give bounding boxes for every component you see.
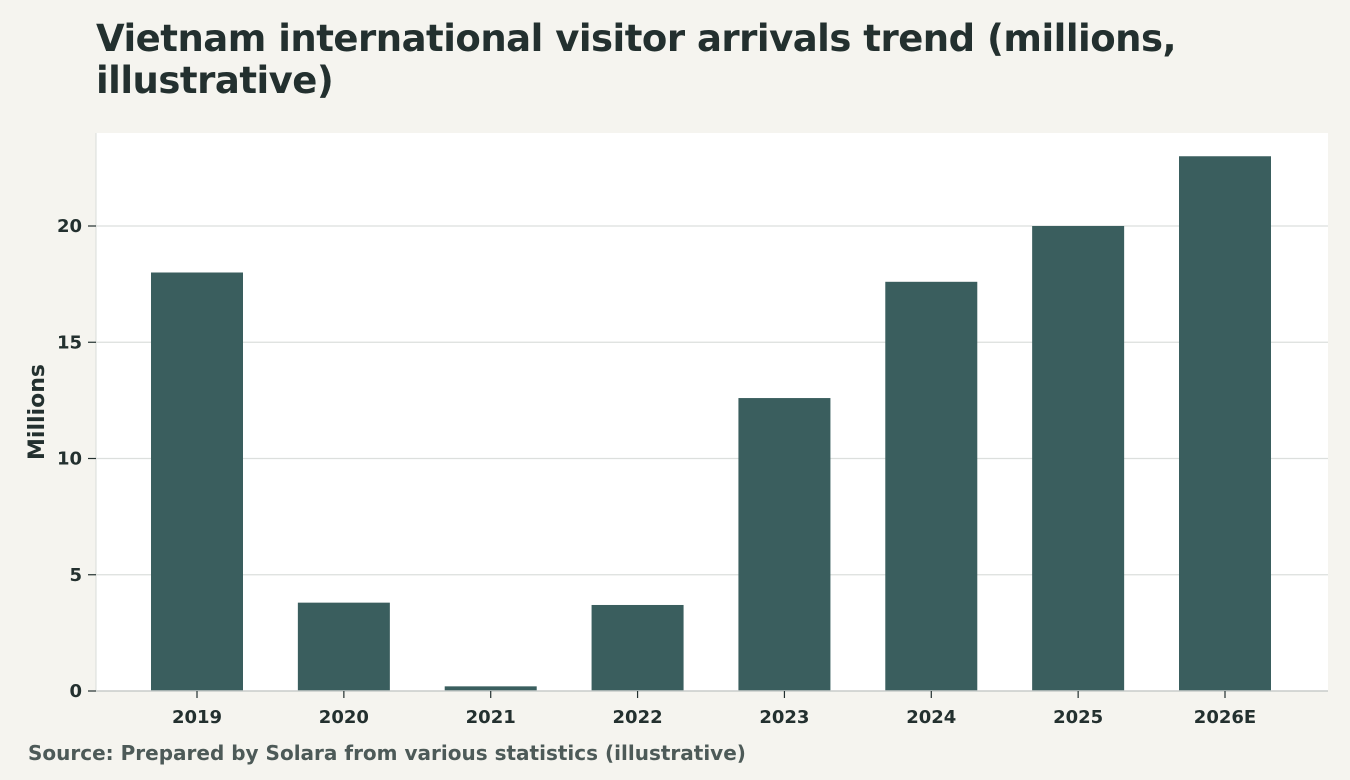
bar-2022 [591,604,684,691]
x-tick-label-2026E: 2026E [1194,707,1256,728]
y-axis-ticks: 0 5 10 15 20 [57,216,96,702]
x-tick-label-2025: 2025 [1053,707,1103,728]
y-axis-title: Millions [25,364,50,460]
bar-2020 [297,602,390,691]
bar-2019 [151,272,243,691]
x-tick-label-2021: 2021 [466,707,516,728]
bar-2023 [738,398,831,691]
x-tick-label-2024: 2024 [906,707,956,728]
y-tick-label-20: 20 [57,216,82,237]
x-tick-label-2023: 2023 [759,707,809,728]
source-note: Source: Prepared by Solara from various … [28,741,746,765]
y-tick-label-10: 10 [57,449,82,470]
x-tick-label-2020: 2020 [319,707,369,728]
y-tick-label-15: 15 [57,332,82,353]
bar-2021 [444,686,537,691]
x-tick-label-2019: 2019 [172,707,222,728]
bar-2024 [885,281,978,691]
x-axis-ticks: 2019 2020 2021 2022 2023 2024 2025 2026E [172,691,1256,728]
y-tick-label-0: 0 [69,681,82,702]
bar-2026E [1179,156,1271,691]
bar-2025 [1032,226,1125,691]
bars [151,156,1271,691]
x-tick-label-2022: 2022 [613,707,663,728]
chart-title: Vietnam international visitor arrivals t… [96,17,1177,102]
y-tick-label-5: 5 [69,565,82,586]
plot-area [96,133,1328,691]
